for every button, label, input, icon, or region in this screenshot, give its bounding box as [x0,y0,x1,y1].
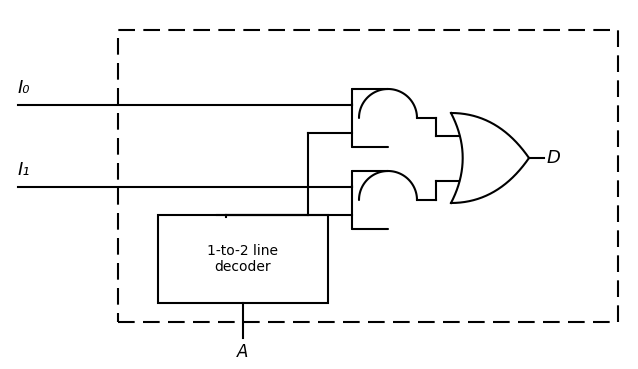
Bar [118,30,618,322]
Text: 1-to-2 line
decoder: 1-to-2 line decoder [207,244,279,274]
Text: D: D [547,149,561,167]
Text: I₀: I₀ [18,79,31,97]
Text: A: A [237,343,249,361]
Bar [158,215,328,303]
Text: I₁: I₁ [18,161,31,179]
